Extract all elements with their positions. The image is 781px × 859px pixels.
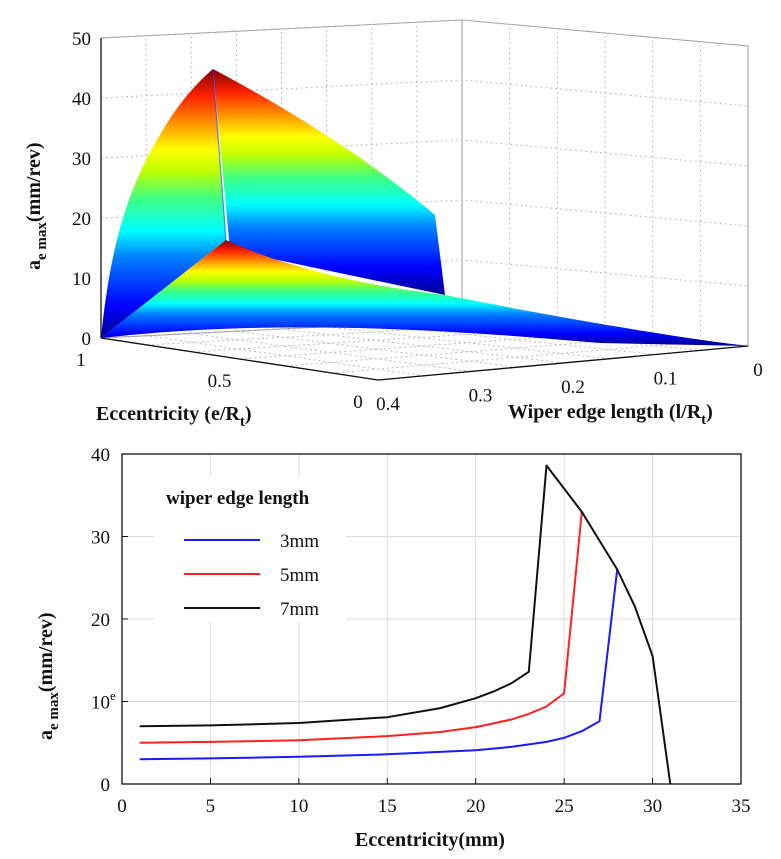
z-tick-label: 10: [72, 269, 91, 290]
z-axis-label-sub: e max: [34, 222, 50, 260]
legend: wiper edge length 3mm 5mm 7mm: [154, 476, 346, 622]
floor-gridline: [331, 341, 701, 374]
y-tick-label: 30: [91, 528, 110, 549]
wiper-axis-label-main: Wiper edge length (l/R: [508, 401, 702, 423]
x-axis-label: Eccentricity(mm): [355, 829, 505, 851]
series-line-7mm: [139, 464, 672, 785]
surface-floor-sheet: [101, 240, 748, 346]
legend-label-5mm: 5mm: [280, 565, 319, 586]
eccentricity-axis-label-sub: t: [240, 414, 245, 430]
series-line-3mm: [139, 569, 619, 761]
y-axis-label-unit: (mm/rev): [35, 613, 57, 693]
eccentricity-tick-label: 0: [353, 392, 363, 413]
y-tick-label: 0: [101, 775, 111, 796]
legend-items: 3mm 5mm 7mm: [184, 531, 319, 620]
legend-box: [154, 476, 346, 622]
floor-gridline: [191, 333, 471, 372]
legend-label-7mm: 7mm: [280, 599, 319, 620]
series-line-5mm: [139, 511, 583, 744]
wiper-tick-label: 0.3: [469, 386, 493, 407]
surface-peak-ridge: [212, 68, 227, 241]
z-tick-label: 40: [72, 89, 91, 110]
legend-label-3mm: 3mm: [280, 531, 319, 552]
x-tick-label: 35: [732, 796, 751, 817]
floor-gridline: [146, 335, 425, 377]
floor-gridline: [193, 328, 558, 353]
wiper-axis-label: Wiper edge length (l/Rt): [508, 401, 713, 428]
line-chart-series: [139, 464, 672, 785]
y-tick-label: 10: [91, 693, 110, 714]
z-tick-label: 20: [72, 209, 91, 230]
eccentricity-tick-label: 1: [76, 350, 86, 371]
x-tick-label: 0: [117, 796, 127, 817]
wiper-tick-label: 0.1: [654, 369, 678, 390]
legend-title: wiper edge length: [166, 488, 310, 509]
z-axis-label-unit: (mm/rev): [23, 143, 45, 223]
x-tick-label: 30: [643, 796, 662, 817]
x-tick-label: 10: [289, 796, 308, 817]
wiper-tick-label: 0.2: [561, 377, 585, 398]
y-tick-label: 40: [91, 445, 110, 466]
eccentricity-axis-line: [100, 337, 379, 381]
eccentricity-axis-label-main: Eccentricity (e/R: [96, 403, 240, 425]
y-axis-label-sub: e max: [46, 692, 62, 730]
surface-front-face: [213, 69, 445, 295]
x-tick-label: 5: [206, 796, 216, 817]
eccentricity-axis-label-end: ): [245, 403, 252, 425]
y-axis-label: ae max(mm/rev): [35, 613, 62, 741]
line-chart: 0 5 10 15 20 25 30 35 0 10 20 30 40 wiper edge lengt…: [35, 445, 751, 851]
z-gridline: [100, 19, 749, 47]
eccentricity-tick-label: 0.5: [208, 371, 232, 392]
y-axis-label-main: a: [35, 730, 57, 740]
wiper-axis-label-end: ): [706, 401, 713, 423]
surface-back-face: [101, 69, 226, 338]
z-axis-label: ae max(mm/rev): [23, 143, 50, 271]
stray-mark: e: [110, 688, 116, 703]
wiper-tick-label: 0: [753, 360, 763, 381]
z-tick-label: 30: [72, 149, 91, 170]
eccentricity-axis-label: Eccentricity (e/Rt): [96, 403, 252, 430]
wiper-axis-line: [377, 345, 749, 381]
x-tick-label: 15: [378, 796, 397, 817]
z-tick-label: 0: [82, 329, 92, 350]
floor-gridline: [236, 330, 517, 368]
y-tick-label: 20: [91, 610, 110, 631]
x-tick-label: 20: [466, 796, 485, 817]
line-chart-ticks: 0 5 10 15 20 25 30 35 0 10 20 30 40: [91, 445, 751, 817]
surface: [101, 68, 748, 346]
wiper-tick-label: 0.4: [376, 394, 400, 415]
wiper-axis-label-sub: t: [701, 412, 706, 428]
x-tick-label: 25: [555, 796, 574, 817]
z-tick-label: 50: [72, 29, 91, 50]
floor-gridline: [281, 328, 564, 364]
z-axis-label-main: a: [23, 260, 45, 270]
